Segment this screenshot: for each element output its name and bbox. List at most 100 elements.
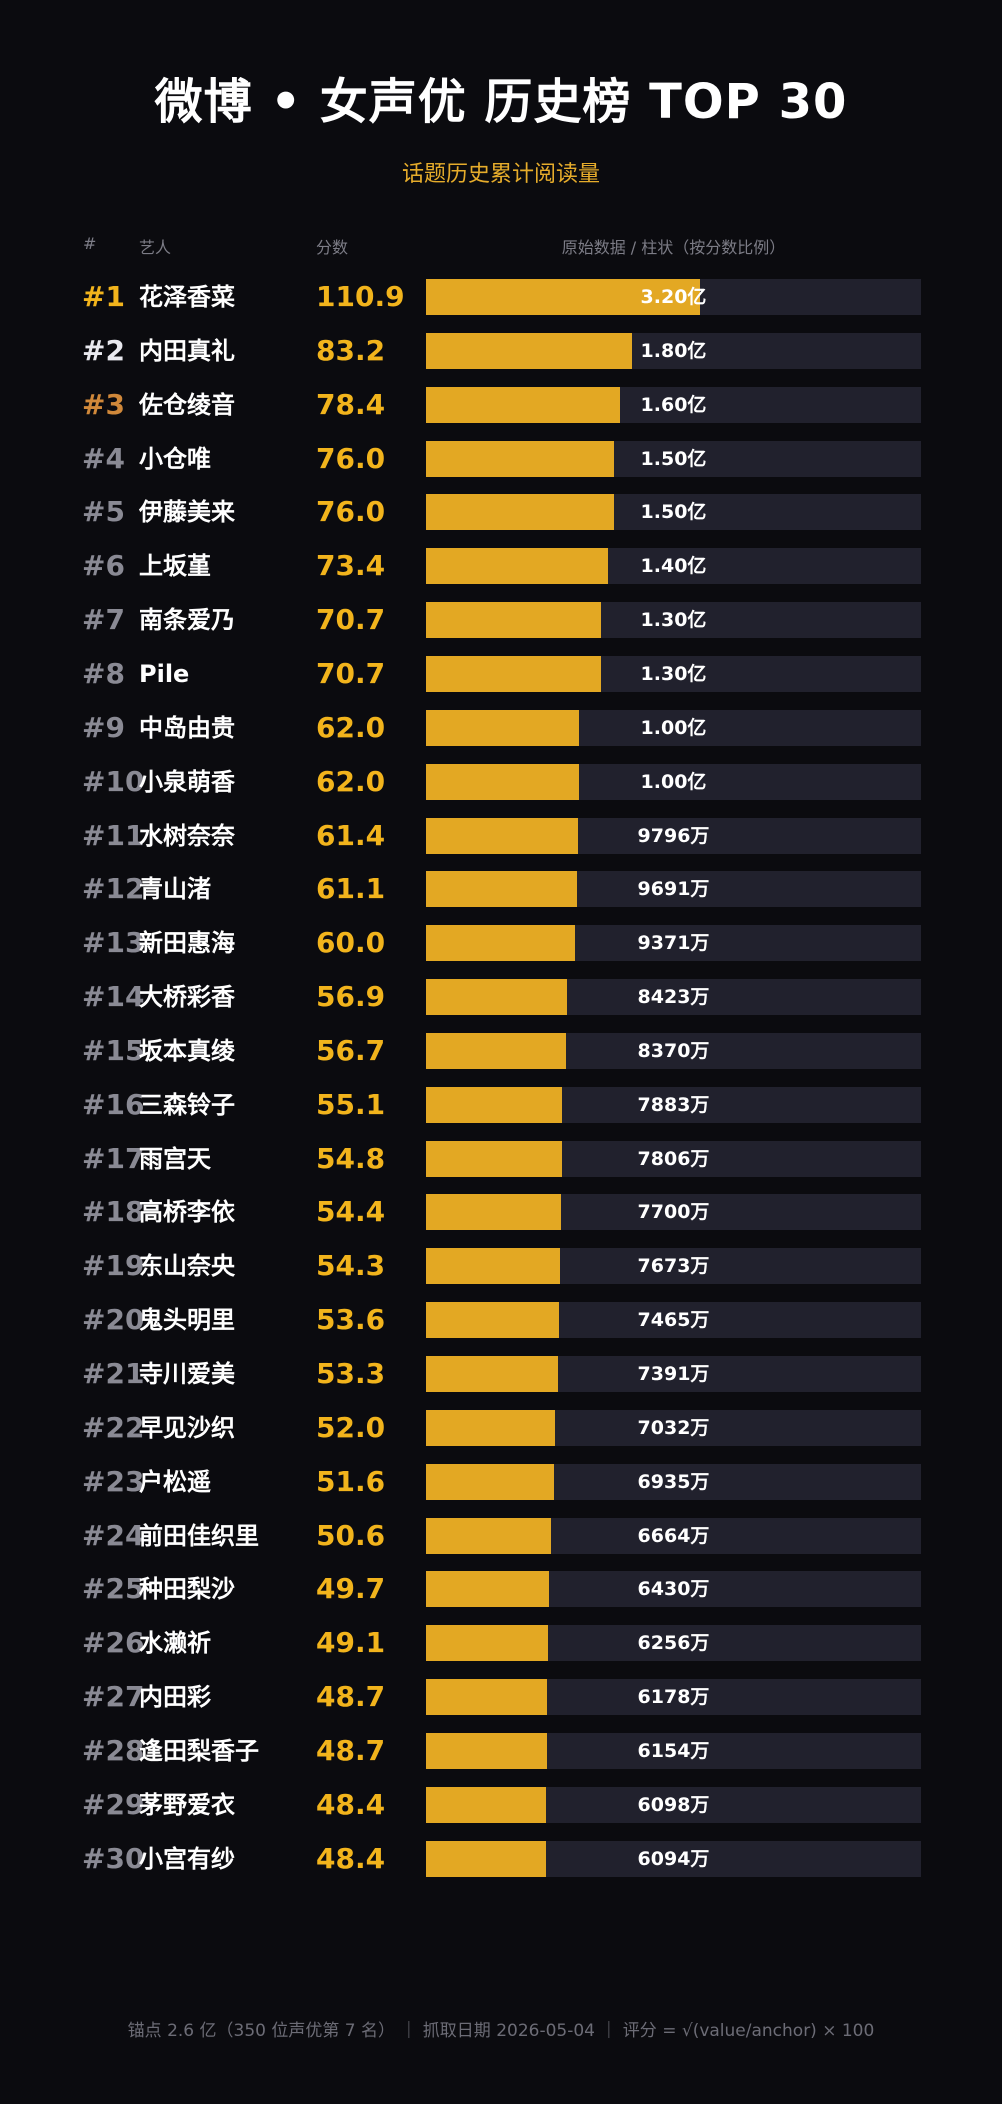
ranking-row: #13 新田惠海 60.0 9371万	[0, 916, 1002, 970]
score-value: 76.0	[316, 495, 386, 529]
ranking-row: #28 逢田梨香子 48.7 6154万	[0, 1724, 1002, 1778]
ranking-row: #29 茅野爱衣 48.4 6098万	[0, 1778, 1002, 1832]
bar-track	[426, 1194, 921, 1231]
bar	[426, 709, 579, 746]
score-value: 56.9	[316, 980, 386, 1014]
rank-label: #21	[82, 1357, 145, 1390]
rank-label: #20	[82, 1303, 145, 1337]
artist-name: 坂本真绫	[139, 1036, 235, 1065]
raw-value-label: 1.30亿	[640, 609, 707, 632]
ranking-row: #25 种田梨沙 49.7 6430万	[0, 1562, 1002, 1616]
rank-label: #9	[82, 710, 125, 744]
raw-value-label: 1.40亿	[640, 555, 707, 578]
footer-note: 锚点 2.6 亿（350 位声优第 7 名） ｜ 抓取日期 2026-05-04…	[127, 2021, 875, 2041]
rank-label: #25	[82, 1572, 145, 1606]
score-value: 73.4	[316, 549, 386, 583]
bar	[426, 1571, 549, 1608]
score-value: 110.9	[316, 280, 405, 313]
rank-label: #3	[82, 387, 125, 421]
rank-label: #16	[82, 1087, 145, 1121]
raw-value-label: 3.20亿	[640, 286, 707, 308]
bar	[426, 332, 632, 369]
ranking-row: #21 寺川爱美 53.3 7391万	[0, 1347, 1002, 1401]
artist-name: 早见沙织	[139, 1413, 235, 1442]
ranking-row: #8 Pile 70.7 1.30亿	[0, 647, 1002, 701]
bar-track	[426, 1356, 921, 1392]
raw-value-label: 7391万	[637, 1363, 710, 1385]
bar	[426, 655, 601, 692]
bar-track	[426, 1786, 921, 1823]
raw-value-label: 1.00亿	[640, 770, 707, 793]
ranking-row: #15 坂本真绫 56.7 8370万	[0, 1024, 1002, 1078]
artist-name: 三森铃子	[139, 1090, 235, 1119]
raw-value-label: 6154万	[637, 1739, 710, 1762]
bar-track	[426, 494, 921, 531]
score-value: 48.7	[316, 1733, 386, 1767]
ranking-row: #24 前田佳织里 50.6 6664万	[0, 1509, 1002, 1563]
artist-name: Pile	[139, 659, 190, 688]
artist-name: 南条爱乃	[139, 606, 235, 635]
score-value: 62.0	[316, 710, 386, 744]
bar	[426, 1786, 546, 1823]
raw-value-label: 1.30亿	[640, 662, 707, 685]
rank-label: #4	[82, 441, 125, 475]
score-value: 55.1	[316, 1087, 386, 1121]
raw-value-label: 1.50亿	[640, 447, 707, 470]
bar-track	[426, 1625, 921, 1662]
bar	[426, 279, 700, 315]
rank-label: #24	[82, 1518, 145, 1552]
artist-name: 逢田梨香子	[139, 1736, 259, 1765]
score-value: 54.4	[316, 1195, 386, 1229]
score-value: 70.7	[316, 656, 386, 690]
raw-value-label: 1.50亿	[640, 501, 707, 524]
ranking-row: #17 雨宫天 54.8 7806万	[0, 1132, 1002, 1186]
rank-label: #28	[82, 1733, 145, 1767]
bar-track	[426, 332, 921, 369]
bar	[426, 1032, 566, 1069]
ranking-row: #30 小宫有纱 48.4 6094万	[0, 1832, 1002, 1886]
raw-value-label: 7465万	[637, 1309, 710, 1332]
artist-name: 内田彩	[139, 1683, 211, 1712]
bar	[426, 494, 614, 531]
artist-name: 佐仓绫音	[139, 390, 235, 419]
artist-name: 小宫有纱	[139, 1844, 235, 1873]
bar-track	[426, 279, 921, 315]
bar-track	[426, 1032, 921, 1069]
artist-name: 东山奈央	[139, 1252, 235, 1281]
raw-value-label: 6178万	[637, 1686, 710, 1709]
ranking-row: #12 青山渚 61.1 9691万	[0, 862, 1002, 916]
score-value: 83.2	[316, 333, 386, 367]
bar	[426, 1140, 562, 1177]
score-value: 48.7	[316, 1680, 386, 1714]
ranking-row: #11 水树奈奈 61.4 9796万	[0, 809, 1002, 863]
score-value: 48.4	[316, 1787, 386, 1821]
rank-label: #10	[82, 764, 145, 798]
raw-value-label: 8423万	[637, 986, 710, 1009]
bar-track	[426, 1086, 921, 1123]
score-value: 49.7	[316, 1572, 386, 1606]
bar-track	[426, 1140, 921, 1177]
raw-value-label: 7883万	[637, 1093, 710, 1116]
rank-label: #15	[82, 1033, 145, 1067]
ranking-row: #14 大桥彩香 56.9 8423万	[0, 970, 1002, 1024]
bar-track	[426, 1409, 921, 1446]
header-bar: 原始数据 / 柱状（按分数比例）	[561, 238, 786, 257]
bar	[426, 1248, 560, 1285]
artist-name: 种田梨沙	[139, 1575, 235, 1604]
rank-label: #5	[82, 495, 125, 529]
ranking-row: #9 中岛由贵 62.0 1.00亿	[0, 701, 1002, 755]
bar-track	[426, 763, 921, 800]
artist-name: 水树奈奈	[139, 821, 235, 850]
bar-track	[426, 386, 921, 423]
artist-name: 雨宫天	[139, 1144, 211, 1173]
ranking-row: #20 鬼头明里 53.6 7465万	[0, 1293, 1002, 1347]
raw-value-label: 6664万	[637, 1524, 710, 1547]
raw-value-label: 1.00亿	[640, 716, 707, 739]
artist-name: 小泉萌香	[139, 767, 235, 796]
bar	[426, 817, 578, 854]
score-value: 60.0	[316, 926, 386, 960]
artist-name: 新田惠海	[139, 929, 235, 958]
artist-name: 鬼头明里	[139, 1306, 235, 1335]
artist-name: 花泽香菜	[139, 283, 235, 311]
bar	[426, 1732, 547, 1769]
